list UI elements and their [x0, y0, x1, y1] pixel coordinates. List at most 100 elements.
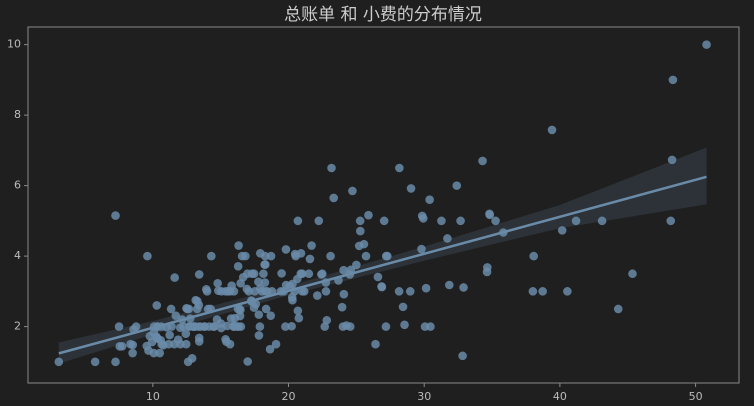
scatter-point: [232, 322, 242, 331]
x-tick-label: 10: [146, 390, 160, 403]
scatter-point: [394, 287, 404, 296]
scatter-point: [281, 245, 291, 254]
scatter-point: [170, 339, 179, 349]
scatter-point: [668, 75, 678, 85]
scatter-point: [354, 241, 364, 251]
y-tick-label: 6: [14, 179, 21, 192]
scatter-point: [145, 331, 155, 341]
scatter-point: [294, 313, 304, 323]
scatter-point: [377, 282, 386, 291]
scatter-point: [667, 155, 677, 165]
scatter-point: [597, 216, 607, 226]
scatter-point: [213, 278, 222, 288]
scatter-point: [194, 270, 204, 279]
scatter-point: [459, 283, 468, 292]
y-tick-label: 4: [14, 249, 21, 262]
scatter-point: [233, 262, 243, 271]
scatter-point: [314, 216, 324, 226]
scatter-point: [237, 251, 247, 261]
scatter-point: [381, 322, 391, 331]
scatter-point: [254, 310, 264, 319]
scatter-point: [326, 251, 335, 261]
scatter-point: [126, 339, 135, 349]
scatter-point: [149, 348, 159, 358]
scatter-point: [666, 216, 676, 226]
x-tick-label: 30: [417, 390, 431, 403]
scatter-point: [254, 277, 263, 287]
scatter-point: [538, 287, 547, 296]
scatter-point: [437, 216, 446, 226]
y-tick-label: 8: [14, 108, 21, 121]
scatter-point: [296, 269, 306, 279]
scatter-point: [405, 287, 415, 296]
scatter-point: [225, 339, 235, 349]
scatter-point: [528, 287, 538, 296]
scatter-point: [628, 269, 637, 279]
scatter-point: [443, 234, 452, 243]
scatter-point: [371, 339, 380, 349]
scatter-point: [277, 269, 286, 278]
y-tick-label: 2: [14, 320, 21, 333]
scatter-point: [152, 301, 162, 310]
scatter-point: [458, 351, 467, 361]
scatter-point: [364, 210, 373, 220]
scatter-point: [236, 278, 245, 288]
scatter-point: [379, 216, 389, 226]
scatter-point: [327, 163, 336, 173]
scatter-point: [395, 163, 404, 173]
scatter-point: [250, 287, 260, 296]
scatter-point: [234, 241, 243, 250]
scatter-point: [189, 322, 198, 331]
scatter-point: [181, 339, 191, 349]
scatter-point: [155, 348, 165, 358]
scatter-point: [207, 251, 216, 261]
scatter-point: [223, 287, 233, 296]
scatter-point: [158, 340, 168, 350]
scatter-point: [312, 291, 322, 300]
scatter-point: [254, 331, 264, 340]
scatter-point: [179, 322, 188, 331]
scatter-point: [111, 357, 120, 367]
scatter-point: [557, 226, 567, 235]
scatter-point: [171, 311, 181, 320]
scatter-point: [352, 260, 361, 270]
scatter-point: [260, 260, 269, 269]
scatter-point: [265, 344, 275, 354]
scatter-point: [261, 304, 271, 314]
scatter-point: [398, 302, 408, 312]
chart-title: 总账单 和 小费的分布情况: [284, 5, 482, 25]
scatter-point: [337, 302, 347, 312]
scatter-point: [406, 184, 416, 193]
scatter-point: [260, 278, 270, 287]
scatter-point: [355, 226, 365, 236]
scatter-point: [128, 348, 137, 358]
scatter-point: [320, 322, 330, 331]
x-tick-label: 50: [689, 390, 703, 403]
scatter-point: [202, 287, 212, 296]
x-tick-label: 20: [282, 390, 296, 403]
scatter-point: [192, 304, 202, 314]
scatter-point: [478, 156, 487, 166]
scatter-point: [571, 216, 581, 226]
scatter-point: [317, 270, 326, 279]
scatter-point: [165, 330, 174, 340]
scatter-point: [329, 193, 339, 203]
scatter-point: [529, 251, 539, 261]
scatter-point: [563, 287, 572, 296]
scatter-point: [417, 244, 426, 254]
scatter-point: [355, 216, 365, 226]
scatter-point: [445, 280, 454, 290]
scatter-point: [183, 357, 193, 367]
scatter-point: [305, 254, 315, 264]
scatter-point: [400, 320, 409, 330]
scatter-point: [243, 357, 252, 366]
scatter-point: [382, 251, 392, 261]
scatter-point: [259, 269, 268, 279]
scatter-point: [483, 263, 492, 272]
scatter-point: [209, 322, 218, 331]
scatter-point: [181, 329, 191, 338]
x-tick-label: 40: [553, 390, 567, 403]
scatter-point: [54, 357, 64, 367]
scatter-point: [266, 251, 276, 261]
